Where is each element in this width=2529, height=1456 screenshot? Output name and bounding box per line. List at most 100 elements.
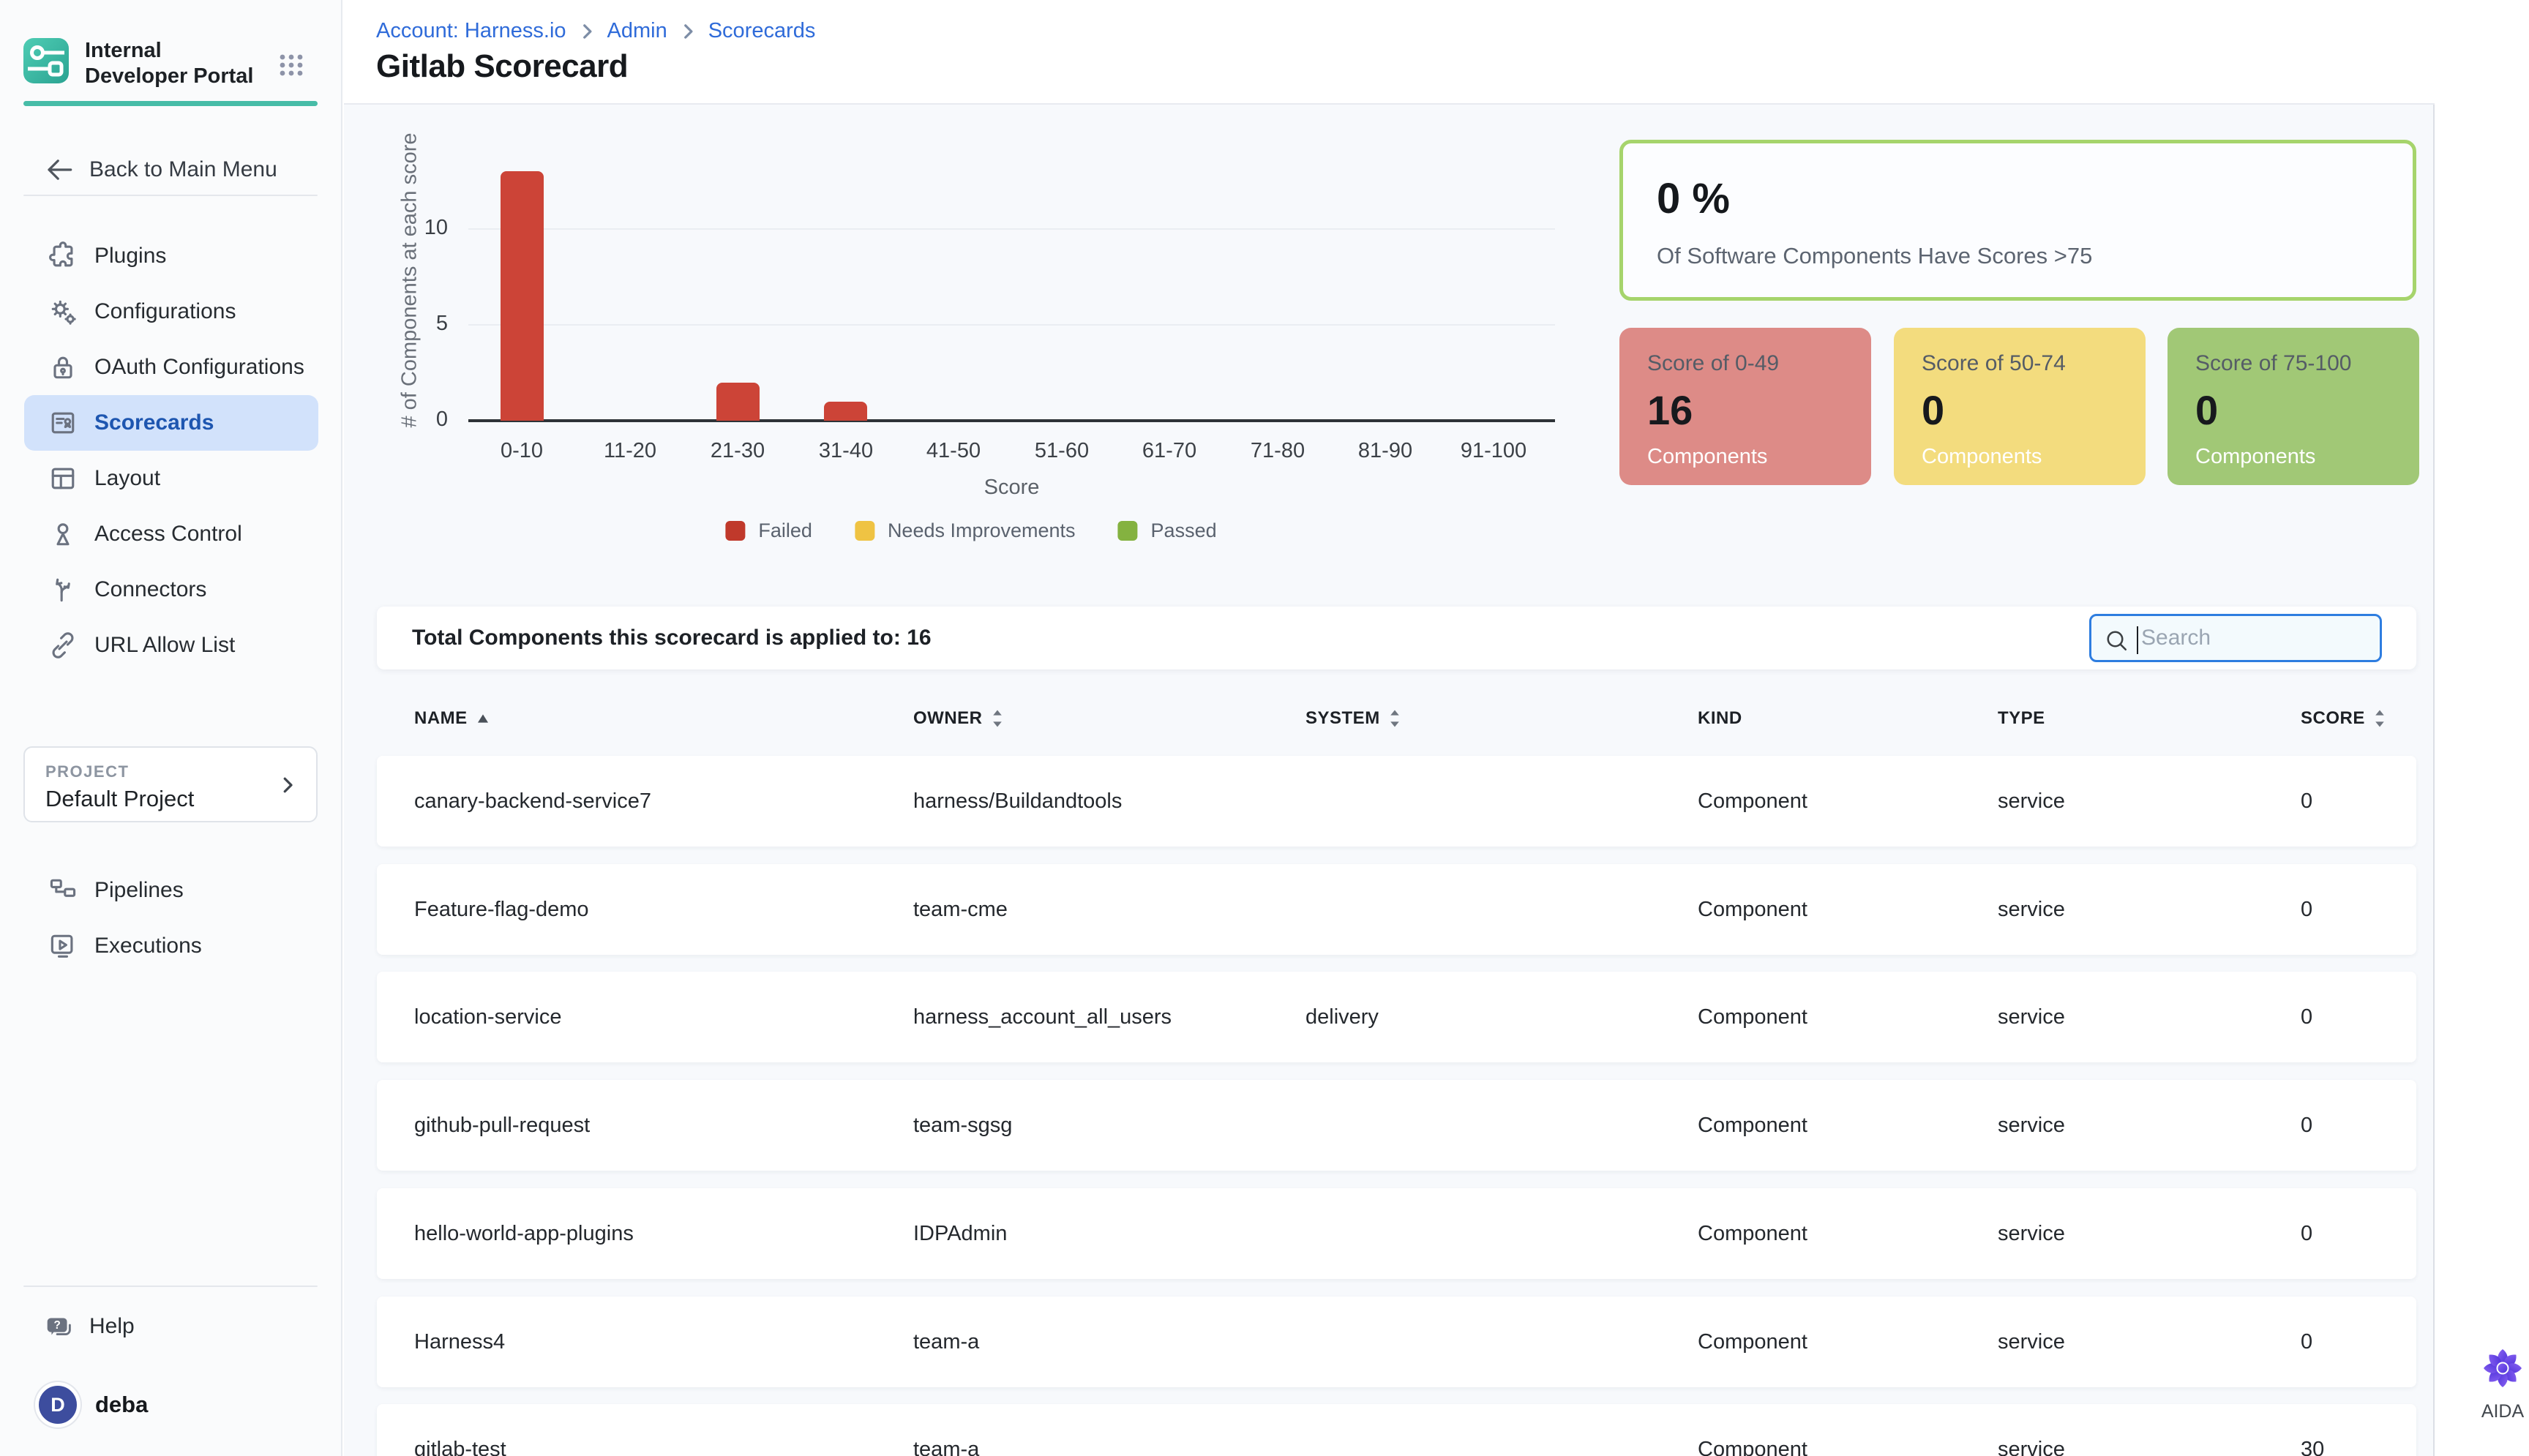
sidebar-item-configurations[interactable]: Configurations <box>24 284 318 339</box>
column-header-label: NAME <box>414 708 468 728</box>
column-header-name[interactable]: NAME <box>414 701 490 736</box>
legend-swatch-passed <box>1117 521 1138 541</box>
legend-item-failed: Failed <box>725 519 812 542</box>
cell-score: 0 <box>2301 789 2313 813</box>
column-header-score[interactable]: SCORE <box>2301 701 2386 736</box>
project-label: PROJECT <box>45 762 130 781</box>
help-button[interactable]: ? Help <box>0 1299 342 1354</box>
bar-21-30 <box>716 383 760 421</box>
text-caret <box>2137 626 2138 654</box>
scorecards-icon <box>47 407 79 439</box>
cell-owner: harness_account_all_users <box>913 1005 1172 1029</box>
column-header-kind: KIND <box>1698 701 1742 736</box>
breadcrumb-link-scorecards[interactable]: Scorecards <box>708 19 816 42</box>
chart-gridline-10 <box>468 228 1555 230</box>
cell-owner: team-a <box>913 1329 980 1354</box>
sidebar-item-scorecards[interactable]: Scorecards <box>24 395 318 451</box>
app-grid-icon[interactable] <box>274 47 309 82</box>
sidebar-item-access-control[interactable]: Access Control <box>24 506 318 562</box>
cell-kind: Component <box>1698 1221 1807 1245</box>
score-range-count: 0 <box>1922 387 1945 433</box>
sidebar-item-url-allow-list[interactable]: URL Allow List <box>24 618 318 673</box>
cell-type: service <box>1998 789 2065 813</box>
search-box[interactable] <box>2089 614 2382 662</box>
breadcrumb-link-admin[interactable]: Admin <box>607 19 667 42</box>
sidebar-item-label: Connectors <box>94 577 207 601</box>
column-header-label: SCORE <box>2301 708 2365 728</box>
cell-type: service <box>1998 1329 2065 1354</box>
header-border <box>344 103 2435 105</box>
legend-item-passed: Passed <box>1117 519 1217 542</box>
avatar: D <box>35 1382 80 1427</box>
cell-owner: IDPAdmin <box>913 1221 1008 1245</box>
score-range-label: Score of 0-49 <box>1647 351 1780 375</box>
sidebar-item-label: Plugins <box>94 244 167 268</box>
url-allow-list-icon <box>47 629 79 661</box>
table-row-location-service[interactable]: location-service harness_account_all_user… <box>377 972 2416 1062</box>
bar-31-40 <box>824 402 867 421</box>
table-row-canary-backend-service7[interactable]: canary-backend-service7 harness/Buildandt… <box>377 756 2416 847</box>
column-header-label: SYSTEM <box>1305 708 1380 728</box>
project-name: Default Project <box>45 786 195 811</box>
breadcrumb: Account: Harness.io Admin Scorecards <box>376 19 815 43</box>
table-row-gitlab-test[interactable]: gitlab-test team-a Component service 30 <box>377 1404 2416 1456</box>
score-range-count: 0 <box>2195 387 2219 433</box>
user-menu[interactable]: D deba <box>0 1377 342 1433</box>
sort-toggle-icon <box>992 709 1003 728</box>
cell-score: 0 <box>2301 897 2313 921</box>
x-tick-label-0-10: 0-10 <box>500 439 544 462</box>
table-row-harness4[interactable]: Harness4 team-a Component service 0 <box>377 1296 2416 1387</box>
legend-label: Needs Improvements <box>887 519 1076 541</box>
legend-item-needs-improvements: Needs Improvements <box>854 519 1076 542</box>
cell-name: hello-world-app-plugins <box>414 1221 634 1245</box>
table-row-github-pull-request[interactable]: github-pull-request team-sgsg Component ser… <box>377 1080 2416 1171</box>
aida-widget[interactable]: AIDA <box>2462 1345 2529 1422</box>
page-header: Account: Harness.io Admin Scorecards Gitla… <box>344 0 2529 105</box>
aida-flower-icon <box>2484 1349 2522 1387</box>
sidebar-item-connectors[interactable]: Connectors <box>24 562 318 618</box>
brand-accent-rule <box>23 101 318 106</box>
table-row-hello-world-app-plugins[interactable]: hello-world-app-plugins IDPAdmin Component… <box>377 1188 2416 1279</box>
legend-swatch-needs-improvements <box>854 521 874 541</box>
column-header-owner[interactable]: OWNER <box>913 701 1003 736</box>
score-range-unit: Components <box>1647 445 1768 468</box>
cell-name: Harness4 <box>414 1329 506 1354</box>
chart-legend: Failed Needs Improvements Passed <box>704 519 1237 542</box>
cell-type: service <box>1998 1437 2065 1456</box>
score-range-count: 16 <box>1647 387 1693 433</box>
x-tick-label-11-20: 11-20 <box>603 439 657 462</box>
sidebar-item-label: URL Allow List <box>94 633 236 657</box>
cell-owner: team-cme <box>913 897 1008 921</box>
y-tick-label-10: 10 <box>424 216 448 239</box>
sidebar-item-oauth-configurations[interactable]: OAuth Configurations <box>24 339 318 395</box>
search-input[interactable] <box>2141 616 2375 660</box>
cell-name: Feature-flag-demo <box>414 897 589 921</box>
percent-summary-card: 0 % Of Software Components Have Scores >… <box>1619 140 2416 301</box>
sidebar-item-label: OAuth Configurations <box>94 355 304 379</box>
column-header-system[interactable]: SYSTEM <box>1305 701 1401 736</box>
legend-label: Passed <box>1150 519 1217 541</box>
sidebar-item-plugins[interactable]: Plugins <box>24 228 318 284</box>
sidebar-item-pipelines[interactable]: Pipelines <box>24 863 318 918</box>
back-to-main-menu[interactable]: Back to Main Menu <box>0 146 342 193</box>
help-chat-icon: ? <box>42 1310 76 1343</box>
sidebar-item-executions[interactable]: Executions <box>24 918 318 974</box>
bar-0-10 <box>501 171 544 421</box>
score-range-card-score-of-0-49: Score of 0-49 16 Components <box>1619 328 1871 485</box>
app-logo: Internal Developer Portal <box>23 38 269 89</box>
y-tick-label-0: 0 <box>435 408 448 431</box>
cell-type: service <box>1998 1005 2065 1029</box>
legend-swatch-failed <box>725 521 746 541</box>
app-title: Internal Developer Portal <box>85 39 254 88</box>
back-arrow-icon <box>44 154 75 185</box>
cell-name: gitlab-test <box>414 1437 506 1456</box>
cell-owner: harness/Buildandtools <box>913 789 1123 813</box>
score-range-card-score-of-75-100: Score of 75-100 0 Components <box>2168 328 2419 485</box>
breadcrumb-link-account-harness-io[interactable]: Account: Harness.io <box>376 19 566 42</box>
project-selector[interactable]: PROJECT Default Project <box>23 746 318 822</box>
sidebar-item-label: Configurations <box>94 299 236 323</box>
table-row-feature-flag-demo[interactable]: Feature-flag-demo team-cme Component servic… <box>377 864 2416 955</box>
sidebar-item-layout[interactable]: Layout <box>24 451 318 506</box>
chart-gridline-5 <box>468 324 1555 326</box>
